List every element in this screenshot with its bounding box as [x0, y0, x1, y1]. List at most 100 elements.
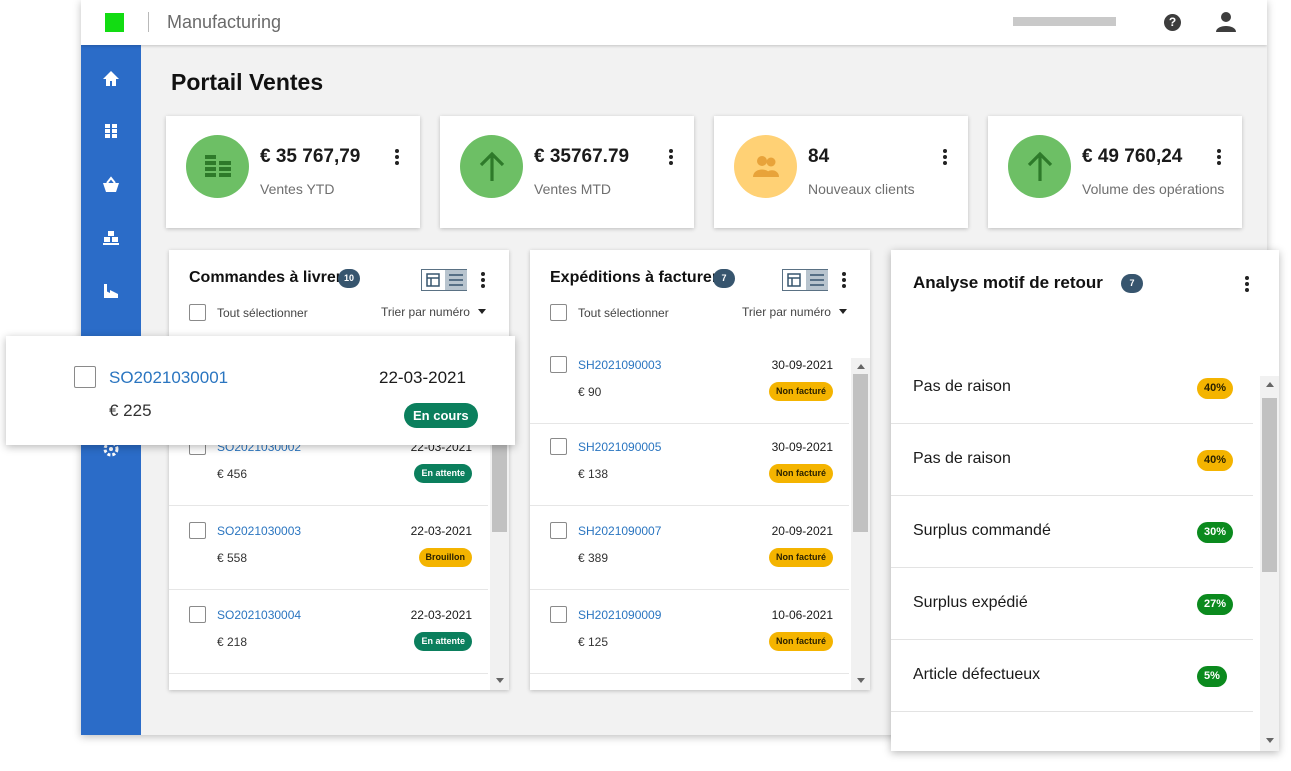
basket-icon[interactable] [101, 175, 121, 195]
order-amount: € 218 [217, 635, 248, 649]
scroll-down-icon[interactable] [496, 678, 504, 683]
shipment-date: 20-09-2021 [771, 524, 833, 538]
table-row[interactable]: SH2021090003 30-09-2021 € 90 Non facturé [530, 340, 849, 424]
order-id-link[interactable]: SO2021030001 [109, 368, 229, 387]
row-checkbox[interactable] [189, 606, 206, 623]
scroll-down-icon[interactable] [857, 678, 865, 683]
order-amount: € 558 [217, 551, 248, 565]
stacked-bars-icon [205, 155, 231, 177]
table-view-icon[interactable] [422, 270, 444, 290]
row-checkbox[interactable] [550, 438, 567, 455]
kpi-card-sales-mtd: € 35767.79 Ventes MTD [440, 116, 694, 228]
kpi-label: Volume des opérations [1082, 181, 1225, 197]
more-options-icon[interactable] [942, 149, 948, 167]
user-name-placeholder [1013, 17, 1116, 26]
list-item[interactable]: Pas de raison 40% [891, 424, 1253, 496]
status-badge: Non facturé [768, 382, 833, 401]
reason-label: Pas de raison [913, 378, 1011, 395]
list-view-icon[interactable] [806, 270, 828, 290]
status-badge: En attente [414, 632, 472, 651]
shipment-id-link[interactable]: SH2021090007 [578, 524, 662, 538]
kpi-card-sales-ytd: € 35 767,79 Ventes YTD [166, 116, 420, 228]
percentage-badge: 30% [1197, 522, 1234, 543]
select-all-checkbox[interactable] [189, 304, 206, 321]
percentage-badge: 40% [1197, 450, 1234, 471]
order-amount: € 225 [109, 401, 152, 420]
help-icon[interactable]: ? [1164, 14, 1181, 31]
kpi-icon-circle [1008, 135, 1071, 198]
list-item[interactable]: Surplus expédié 27% [891, 568, 1253, 640]
table-row[interactable]: SH2021090007 20-09-2021 € 389 Non factur… [530, 506, 849, 590]
more-options-icon[interactable] [841, 272, 847, 290]
pallet-icon[interactable] [101, 228, 121, 248]
factory-icon[interactable] [101, 281, 121, 301]
table-row[interactable]: SO2021030004 22-03-2021 € 218 En attente [169, 590, 488, 674]
logo[interactable] [105, 13, 124, 32]
more-options-icon[interactable] [1244, 276, 1250, 294]
user-icon[interactable] [1216, 11, 1236, 33]
list-item[interactable]: Article défectueux 5% [891, 640, 1253, 712]
order-date: 22-03-2021 [379, 368, 466, 387]
more-options-icon[interactable] [1216, 149, 1222, 167]
scroll-up-icon[interactable] [857, 364, 865, 369]
percentage-badge: 27% [1197, 594, 1234, 615]
arrow-up-icon [1027, 151, 1053, 181]
home-icon[interactable] [101, 69, 121, 89]
kpi-card-operations-volume: € 49 760,24 Volume des opérations [988, 116, 1242, 228]
list-item[interactable]: Surplus commandé 30% [891, 496, 1253, 568]
scroll-up-icon[interactable] [1266, 382, 1274, 387]
count-badge: 10 [338, 269, 360, 288]
app-window: Manufacturing ? [81, 0, 1267, 735]
boxes-icon[interactable] [101, 121, 121, 141]
list-item[interactable]: Pas de raison 40% [891, 352, 1253, 424]
order-date: 22-03-2021 [410, 608, 472, 622]
more-options-icon[interactable] [394, 149, 400, 167]
status-badge: Non facturé [768, 464, 833, 483]
scrollbar[interactable] [1260, 376, 1279, 751]
order-id-link[interactable]: SO2021030004 [217, 608, 302, 622]
more-options-icon[interactable] [480, 272, 486, 290]
table-view-icon[interactable] [783, 270, 805, 290]
scrollbar-thumb[interactable] [1262, 398, 1277, 572]
floating-order-card[interactable]: SO2021030001 22-03-2021 € 225 En cours [6, 336, 515, 445]
status-badge: En cours [404, 403, 478, 428]
chevron-down-icon[interactable] [478, 309, 486, 314]
divider [148, 12, 149, 32]
row-checkbox[interactable] [74, 366, 96, 388]
sort-dropdown[interactable]: Trier par numéro [742, 305, 831, 319]
list-view-icon[interactable] [445, 270, 467, 290]
row-checkbox[interactable] [550, 606, 567, 623]
shipment-amount: € 138 [578, 467, 609, 481]
scrollbar-thumb[interactable] [853, 374, 868, 532]
view-toggle[interactable] [782, 269, 828, 291]
more-options-icon[interactable] [668, 149, 674, 167]
kpi-label: Nouveaux clients [808, 181, 915, 197]
row-checkbox[interactable] [189, 522, 206, 539]
order-id-link[interactable]: SO2021030003 [217, 524, 302, 538]
arrow-up-icon [479, 151, 505, 181]
chevron-down-icon[interactable] [839, 309, 847, 314]
shipment-date: 10-06-2021 [771, 608, 833, 622]
table-row[interactable]: SH2021090005 30-09-2021 € 138 Non factur… [530, 422, 849, 506]
app-title: Manufacturing [167, 12, 282, 32]
select-all-checkbox[interactable] [550, 304, 567, 321]
shipment-id-link[interactable]: SH2021090005 [578, 440, 662, 454]
row-checkbox[interactable] [550, 356, 567, 373]
status-badge: Non facturé [768, 632, 833, 651]
customers-icon [753, 156, 779, 177]
reason-label: Article défectueux [913, 666, 1041, 683]
shipments-to-invoice-panel: Expéditions à facturer 7 Tout sélectionn… [530, 250, 870, 690]
view-toggle[interactable] [421, 269, 467, 291]
row-checkbox[interactable] [550, 522, 567, 539]
panel-title: Analyse motif de retour [913, 273, 1103, 292]
table-row[interactable]: SH2021090009 10-06-2021 € 125 Non factur… [530, 590, 849, 674]
shipment-id-link[interactable]: SH2021090009 [578, 608, 662, 622]
select-all-label: Tout sélectionner [578, 306, 669, 320]
percentage-badge: 5% [1197, 666, 1227, 687]
sort-dropdown[interactable]: Trier par numéro [381, 305, 470, 319]
table-row[interactable]: SO2021030003 22-03-2021 € 558 Brouillon [169, 506, 488, 590]
scrollbar[interactable] [851, 358, 870, 690]
return-reasons-panel: Analyse motif de retour 7 Pas de raison … [891, 250, 1279, 751]
shipment-id-link[interactable]: SH2021090003 [578, 358, 662, 372]
scroll-down-icon[interactable] [1266, 738, 1274, 743]
